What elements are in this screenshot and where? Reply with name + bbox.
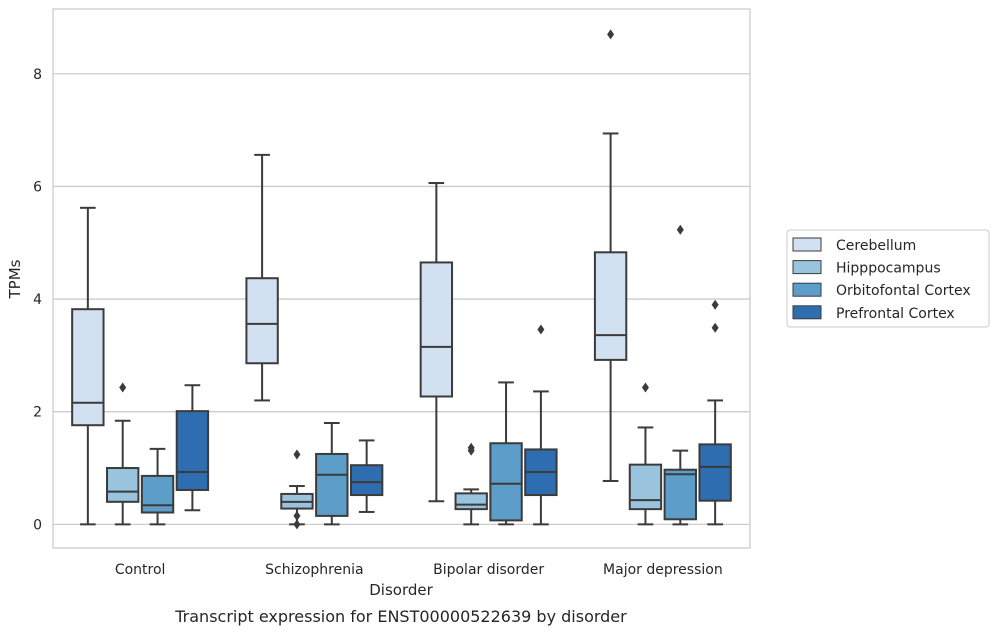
outlier-point (711, 322, 719, 333)
iqr-box (106, 467, 140, 503)
box-orbitofontal-cortex (489, 381, 523, 526)
iqr-box (71, 308, 105, 427)
x-axis-label: Disorder (369, 581, 433, 599)
legend-swatch (792, 260, 822, 275)
outlier-point (537, 324, 545, 335)
outlier-point (119, 382, 127, 393)
iqr-box (698, 443, 732, 502)
iqr-box (140, 474, 175, 514)
iqr-box (489, 442, 523, 522)
iqr-box (593, 251, 628, 361)
x-tick-label: Bipolar disorder (433, 562, 544, 578)
outlier-point (293, 519, 301, 530)
x-tick-label: Schizophrenia (265, 562, 363, 578)
box-hipppocampus (454, 442, 488, 526)
iqr-box (245, 277, 279, 365)
iqr-box (419, 261, 454, 398)
box-cerebellum (245, 153, 279, 402)
box-hipppocampus (106, 382, 140, 526)
legend-label: Hipppocampus (836, 261, 941, 277)
box-prefrontal-cortex (524, 324, 558, 526)
legend-label: Orbitofontal Cortex (836, 283, 971, 299)
box-orbitofontal-cortex (140, 447, 175, 526)
iqr-box (349, 464, 384, 497)
plot-frame (52, 8, 751, 549)
legend-label: Cerebellum (836, 238, 916, 254)
box-prefrontal-cortex (175, 384, 210, 512)
box-prefrontal-cortex (349, 439, 384, 513)
y-tick-label: 2 (33, 405, 42, 421)
grid (53, 73, 750, 525)
box-hipppocampus (628, 382, 663, 526)
legend-label: Prefrontal Cortex (836, 306, 955, 322)
outlier-point (711, 299, 719, 310)
outlier-point (676, 224, 684, 235)
y-tick-label: 4 (33, 292, 42, 308)
box-orbitofontal-cortex (315, 421, 349, 526)
legend-swatch (792, 305, 822, 320)
x-tick-label: Major depression (603, 562, 723, 578)
iqr-box (454, 492, 488, 511)
boxes (71, 29, 732, 530)
box-cerebellum (593, 29, 628, 482)
iqr-box (315, 452, 349, 517)
box-orbitofontal-cortex (663, 224, 697, 526)
legend-frame (786, 229, 990, 328)
legend-swatch (792, 282, 822, 297)
outlier-point (467, 445, 475, 456)
chart-caption: Transcript expression for ENST0000052263… (174, 607, 627, 626)
y-axis-label: TPMs (6, 259, 24, 299)
y-tick-label: 0 (33, 517, 42, 533)
x-tick-labels: Control Schizophrenia Bipolar disorder Majo… (115, 562, 723, 578)
box-cerebellum (419, 182, 454, 503)
outlier-point (607, 29, 615, 40)
legend: Cerebellum Hipppocampus Orbitofontal Corte… (786, 229, 990, 328)
y-tick-label: 8 (33, 67, 42, 83)
iqr-box (663, 468, 697, 521)
box-cerebellum (71, 206, 105, 526)
outlier-point (293, 510, 301, 521)
iqr-box (175, 410, 210, 491)
plot-area (53, 9, 750, 548)
outlier-point (641, 382, 649, 393)
y-tick-labels: 0 2 4 6 8 (33, 67, 42, 534)
box-hipppocampus (280, 449, 314, 530)
y-tick-label: 6 (33, 179, 42, 195)
iqr-box (628, 463, 663, 511)
outlier-point (293, 449, 301, 460)
box-prefrontal-cortex (698, 299, 732, 526)
legend-swatch (792, 237, 822, 252)
x-tick-label: Control (115, 562, 166, 578)
